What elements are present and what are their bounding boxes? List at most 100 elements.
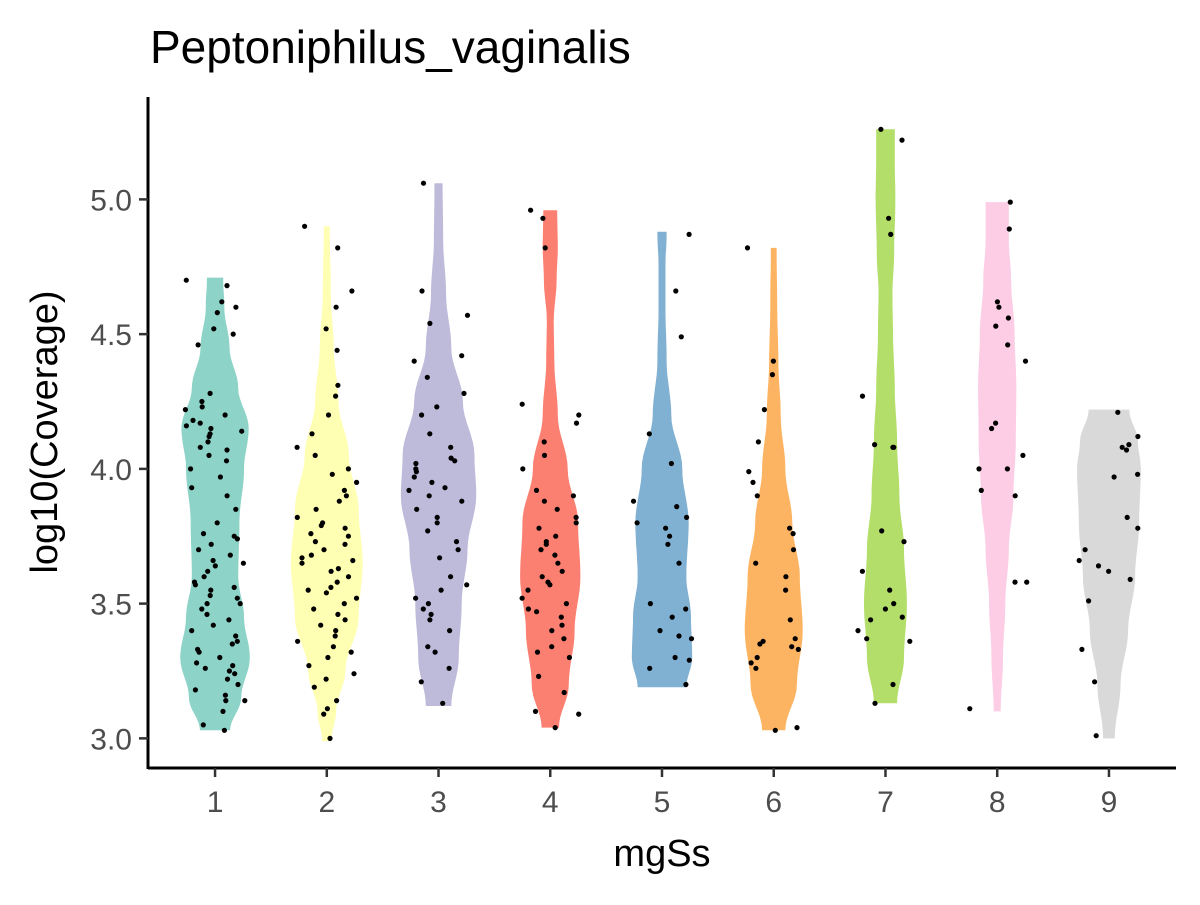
data-point xyxy=(1086,598,1092,604)
data-point xyxy=(350,557,356,564)
data-point xyxy=(226,617,232,623)
data-point xyxy=(191,579,198,585)
data-point xyxy=(855,628,861,634)
data-point xyxy=(794,725,800,731)
data-point xyxy=(464,582,470,588)
data-point xyxy=(414,506,420,512)
chart-title: Peptoniphilus_vaginalis xyxy=(150,21,631,73)
data-point xyxy=(330,644,336,650)
data-point xyxy=(333,393,339,399)
data-point xyxy=(214,310,220,316)
data-point xyxy=(576,711,582,717)
data-point xyxy=(327,735,333,742)
data-point xyxy=(1111,474,1117,480)
data-point xyxy=(201,574,207,580)
data-point xyxy=(772,727,778,733)
data-point xyxy=(1024,579,1030,585)
data-point xyxy=(223,698,229,704)
data-point xyxy=(208,587,214,593)
data-point xyxy=(440,700,446,706)
data-point xyxy=(329,471,335,477)
data-point xyxy=(573,520,579,526)
data-point xyxy=(235,681,241,688)
data-point xyxy=(192,687,198,693)
data-point xyxy=(195,342,201,348)
data-point xyxy=(420,606,426,612)
data-point xyxy=(231,533,237,539)
data-point xyxy=(200,531,207,537)
data-point xyxy=(1123,447,1130,453)
data-point xyxy=(901,539,907,545)
data-point xyxy=(545,579,551,585)
data-point xyxy=(1076,557,1082,564)
data-point xyxy=(413,460,419,467)
data-point xyxy=(688,636,695,642)
data-point xyxy=(230,663,236,669)
data-point xyxy=(230,331,236,337)
data-point xyxy=(323,326,329,332)
data-point xyxy=(532,708,539,715)
data-point xyxy=(208,541,214,547)
data-point xyxy=(306,663,312,669)
data-point xyxy=(787,525,793,531)
data-point xyxy=(864,636,870,642)
data-point xyxy=(200,722,206,728)
data-point xyxy=(755,439,762,445)
data-point xyxy=(197,420,203,426)
violin-group-2 xyxy=(290,226,363,742)
data-point xyxy=(1126,442,1132,448)
data-point xyxy=(447,628,453,634)
data-point xyxy=(434,404,440,410)
x-tick-label: 9 xyxy=(1101,786,1118,819)
data-point xyxy=(519,401,525,407)
data-point xyxy=(872,700,878,706)
data-point xyxy=(455,547,461,553)
data-point xyxy=(452,458,458,464)
y-tick-label: 5.0 xyxy=(90,184,132,217)
data-point xyxy=(353,595,360,601)
data-point xyxy=(887,587,893,593)
data-point xyxy=(1007,199,1013,205)
data-point xyxy=(678,334,684,340)
data-point xyxy=(335,611,341,618)
data-point xyxy=(993,420,999,426)
data-point xyxy=(761,407,768,413)
data-point xyxy=(453,539,460,545)
data-point xyxy=(206,452,212,458)
data-point xyxy=(207,431,213,437)
points-layer xyxy=(182,126,1141,742)
data-point xyxy=(787,617,793,623)
data-point xyxy=(1093,733,1099,739)
data-point xyxy=(754,493,760,499)
data-point xyxy=(541,452,548,458)
data-point xyxy=(669,614,675,620)
data-point xyxy=(1095,563,1102,569)
violin-group-4 xyxy=(520,210,581,728)
data-point xyxy=(311,684,317,690)
data-point xyxy=(233,304,239,310)
data-point xyxy=(202,665,208,671)
data-point xyxy=(240,560,246,566)
data-point xyxy=(294,444,300,450)
data-point xyxy=(559,568,565,574)
data-point xyxy=(311,606,317,612)
data-point xyxy=(437,555,443,561)
violins-layer xyxy=(180,129,1141,742)
data-point xyxy=(318,622,324,628)
data-point xyxy=(351,671,357,677)
data-point xyxy=(646,431,652,437)
data-point xyxy=(448,444,454,450)
data-point xyxy=(335,245,341,251)
data-point xyxy=(1106,568,1112,574)
data-point xyxy=(210,622,216,628)
data-point xyxy=(308,531,314,537)
data-point xyxy=(183,423,189,429)
y-tick-label: 4.0 xyxy=(90,454,132,487)
x-axis-ticks: 1 2 3 4 5 6 7 8 9 xyxy=(207,768,1118,819)
data-point xyxy=(332,633,338,639)
data-point xyxy=(570,493,577,499)
data-point xyxy=(299,560,305,566)
data-point xyxy=(996,304,1002,310)
data-point xyxy=(878,126,884,132)
data-point xyxy=(312,539,318,545)
